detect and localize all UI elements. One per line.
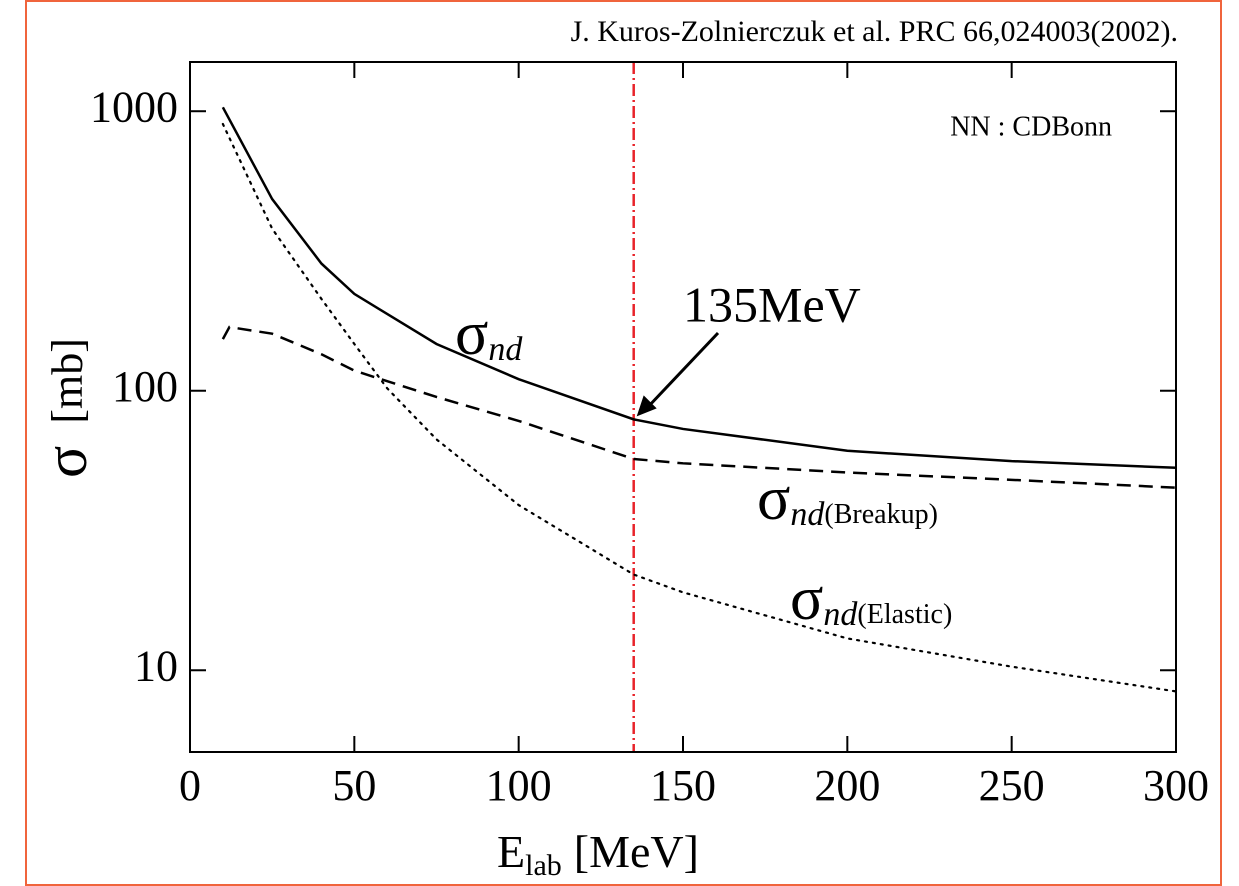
series-symbol: σ [790,565,823,633]
annotation: 135MeV [683,276,861,332]
series-label: σnd [455,300,523,368]
x-axis-label: Elab [MeV] [497,826,699,882]
series-qualifier: (Breakup) [824,499,938,530]
x-tick-label: 250 [979,761,1045,810]
y-axis-label: σ [mb] [33,338,99,478]
x-label-symbol: E [497,826,525,877]
series-label: σnd(Elastic) [790,565,952,633]
plot-frame [189,61,1177,753]
series-line [221,106,1177,470]
model-note: NN : CDBonn [950,111,1112,142]
series-line [221,122,1178,693]
series-label: σnd(Breakup) [757,465,938,533]
x-tick-label: 300 [1143,761,1209,810]
y-label-symbol: σ [33,446,99,478]
x-label-subscript: lab [525,849,562,882]
series-qualifier: (Elastic) [857,599,952,630]
frame [25,0,1222,886]
citation: J. Kuros-Zolnierczuk et al. PRC 66,02400… [571,15,1178,48]
arrow-head [636,395,657,417]
y-tick-label: 1000 [90,82,178,131]
series-line [221,325,1177,489]
x-label-unit: [MeV] [574,826,699,877]
x-tick-label: 0 [179,761,201,810]
annotation-arrow [644,331,720,411]
y-label-unit: [mb] [43,338,92,424]
x-tick-label: 50 [332,761,376,810]
x-tick-label: 100 [486,761,552,810]
series-subscript: nd [488,331,523,368]
series-subscript: nd [823,596,858,633]
series-symbol: σ [455,300,488,368]
series-subscript: nd [790,496,825,533]
y-tick-label: 10 [134,641,178,690]
x-tick-label: 200 [814,761,880,810]
series-symbol: σ [757,465,790,533]
x-tick-label: 150 [650,761,716,810]
y-tick-label: 100 [112,362,178,411]
